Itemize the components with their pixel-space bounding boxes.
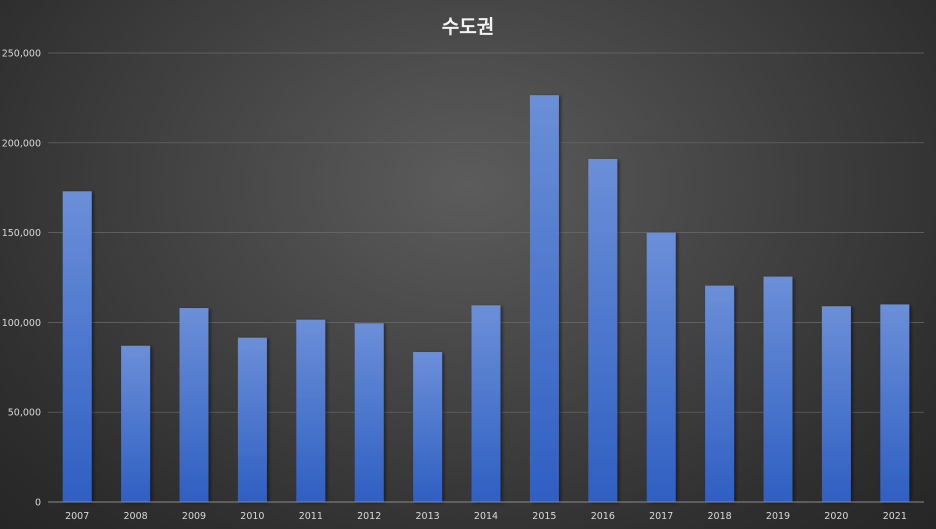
x-tick-label: 2014 (474, 511, 498, 522)
bar-2007 (62, 191, 92, 503)
y-axis-tick-labels: 0 50,000 100,000 150,000 200,000 250,000 (2, 49, 41, 509)
y-tick-label: 100,000 (2, 318, 41, 329)
x-tick-label: 2016 (591, 511, 615, 522)
x-tick-label: 2020 (824, 511, 848, 522)
x-tick-label: 2019 (766, 511, 790, 522)
bar-2014 (471, 305, 501, 502)
bar-2019 (763, 276, 793, 502)
x-tick-label: 2015 (532, 511, 556, 522)
chart-title: 수도권 (441, 16, 495, 38)
bar-2021 (880, 304, 910, 502)
x-tick-label: 2021 (883, 511, 907, 522)
y-tick-label: 50,000 (8, 408, 41, 419)
x-tick-label: 2012 (357, 511, 381, 522)
bar-2015 (529, 95, 559, 503)
y-tick-label: 150,000 (2, 228, 41, 239)
bar-2010 (237, 337, 267, 502)
x-tick-label: 2013 (416, 511, 440, 522)
bar-2020 (821, 306, 851, 502)
x-tick-label: 2007 (65, 511, 89, 522)
x-tick-label: 2010 (240, 511, 264, 522)
bar-2008 (121, 345, 151, 502)
bars (62, 95, 910, 503)
y-tick-label: 250,000 (2, 49, 41, 60)
bar-2011 (296, 319, 326, 502)
bar-2016 (588, 158, 618, 503)
bar-2012 (354, 323, 384, 502)
bar-2013 (413, 352, 443, 502)
bar-2018 (705, 285, 735, 502)
x-tick-label: 2008 (124, 511, 148, 522)
y-tick-label: 0 (35, 498, 41, 509)
y-tick-label: 200,000 (2, 138, 41, 149)
x-tick-label: 2011 (299, 511, 323, 522)
x-tick-label: 2017 (649, 511, 673, 522)
bar-2017 (646, 232, 676, 502)
bar-2009 (179, 308, 209, 502)
x-tick-label: 2009 (182, 511, 206, 522)
x-axis-tick-labels: 2007 2008 2009 2010 2011 2012 2013 2014 2015 2016… (65, 511, 907, 522)
x-tick-label: 2018 (708, 511, 732, 522)
